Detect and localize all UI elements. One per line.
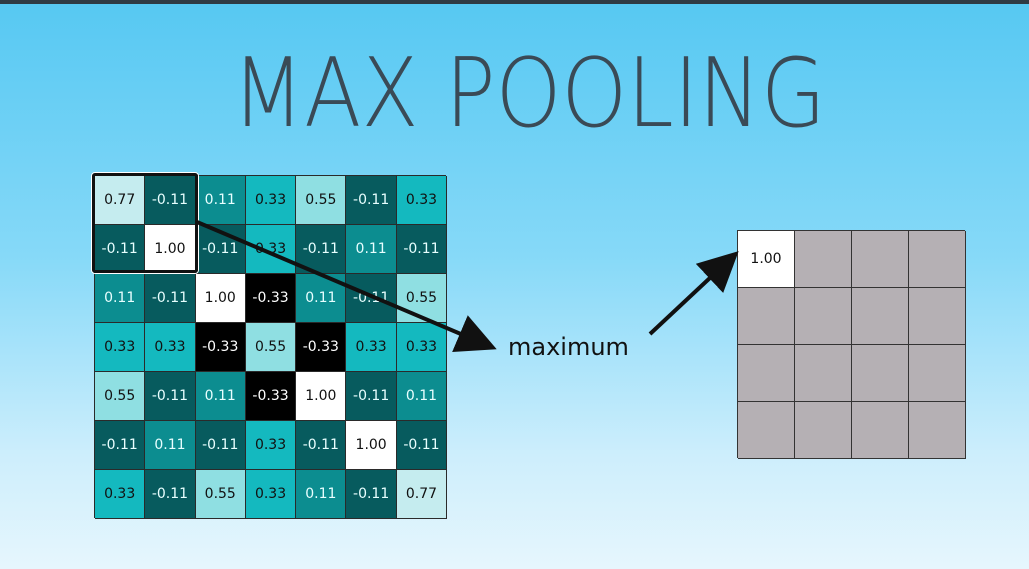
input-cell: 0.33 <box>396 323 448 372</box>
input-cell: 0.33 <box>245 176 297 225</box>
output-cell <box>738 288 795 345</box>
input-cell: -0.33 <box>296 323 347 372</box>
input-cell: -0.33 <box>245 372 297 421</box>
output-cell <box>909 402 966 459</box>
input-cell: 1.00 <box>296 372 347 421</box>
input-cell: 0.55 <box>195 470 246 519</box>
output-cell <box>909 345 966 402</box>
input-cell: 0.33 <box>346 323 397 372</box>
output-cell <box>738 402 795 459</box>
input-feature-map: 0.77 -0.11 0.11 0.33 0.55 -0.11 0.33 -0.11 1.00-… <box>94 175 448 519</box>
input-cell: 0.33 <box>145 323 196 372</box>
output-cell <box>852 231 909 288</box>
input-cell: 0.11 <box>296 470 347 519</box>
input-cell: 0.77 <box>95 176 146 225</box>
input-cell: 0.55 <box>396 274 448 323</box>
output-cell <box>852 288 909 345</box>
output-cell <box>852 402 909 459</box>
maximum-label: maximum <box>508 333 629 361</box>
input-cell: 0.33 <box>245 421 297 470</box>
input-cell: 1.00 <box>145 225 196 274</box>
input-cell: -0.33 <box>245 274 297 323</box>
output-cell <box>795 288 852 345</box>
input-cell: 0.55 <box>296 176 347 225</box>
output-cell <box>795 402 852 459</box>
input-cell: -0.11 <box>145 470 196 519</box>
arrow-to-output <box>648 251 739 336</box>
top-bar <box>0 0 1029 4</box>
output-cell: 1.00 <box>738 231 795 288</box>
input-cell: -0.11 <box>145 372 196 421</box>
pooling-window <box>92 173 198 273</box>
input-cell: 1.00 <box>346 421 397 470</box>
input-cell: 0.11 <box>396 372 448 421</box>
input-cell: 0.77 <box>396 470 448 519</box>
output-cell <box>909 231 966 288</box>
input-cell: -0.11 <box>95 225 146 274</box>
input-cell: 0.55 <box>245 323 297 372</box>
input-cell: -0.11 <box>346 470 397 519</box>
input-cell: -0.11 <box>396 225 448 274</box>
input-cell: -0.11 <box>195 421 246 470</box>
input-cell: -0.11 <box>296 225 347 274</box>
input-cell: 0.11 <box>145 421 196 470</box>
input-cell: -0.11 <box>145 274 196 323</box>
input-cell: 0.11 <box>346 225 397 274</box>
pooled-output-map: 1.00 <box>737 230 966 459</box>
output-cell <box>795 231 852 288</box>
input-cell: 0.33 <box>95 470 146 519</box>
input-cell: -0.11 <box>296 421 347 470</box>
page-title: MAX POOLING <box>232 39 826 149</box>
input-cell: 0.55 <box>95 372 146 421</box>
input-cell: 0.11 <box>195 372 246 421</box>
input-cell: -0.11 <box>145 176 196 225</box>
input-cell: 0.33 <box>245 470 297 519</box>
input-cell: 0.33 <box>245 225 297 274</box>
input-cell: 0.33 <box>396 176 448 225</box>
input-cell: 0.11 <box>296 274 347 323</box>
input-cell: -0.11 <box>346 274 397 323</box>
input-cell: -0.11 <box>195 225 246 274</box>
output-cell <box>909 288 966 345</box>
output-cell <box>852 345 909 402</box>
input-cell: -0.11 <box>396 421 448 470</box>
input-cell: -0.11 <box>346 176 397 225</box>
input-cell: 0.11 <box>195 176 246 225</box>
input-cell: -0.33 <box>195 323 246 372</box>
output-cell <box>738 345 795 402</box>
output-cell <box>795 345 852 402</box>
input-cell: 0.33 <box>95 323 146 372</box>
input-cell: 1.00 <box>195 274 246 323</box>
input-cell: -0.11 <box>346 372 397 421</box>
input-cell: 0.11 <box>95 274 146 323</box>
input-cell: -0.11 <box>95 421 146 470</box>
